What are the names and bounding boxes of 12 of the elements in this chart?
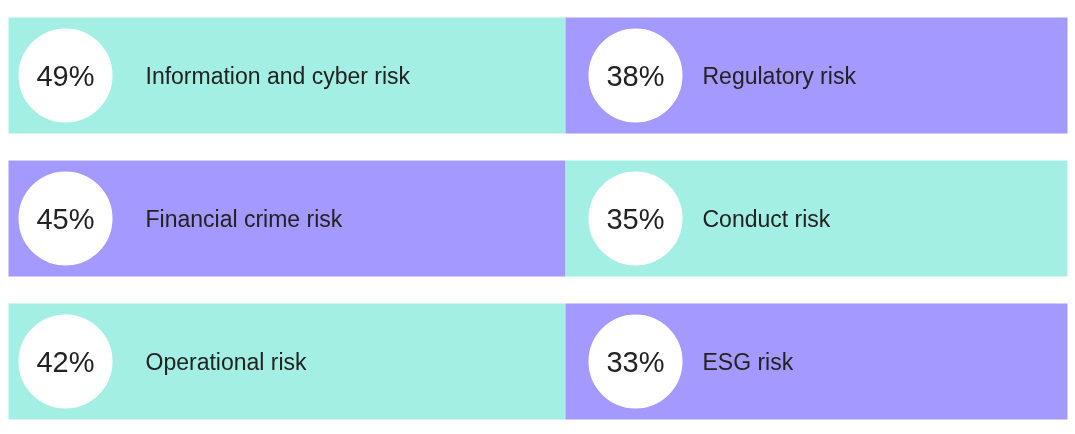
- category-label: Operational risk: [145, 348, 308, 375]
- category-label: Information and cyber risk: [145, 62, 411, 89]
- data-label: 49%: [36, 59, 95, 92]
- category-label: Regulatory risk: [702, 62, 857, 89]
- category-label: Financial crime risk: [145, 205, 343, 232]
- data-label: 33%: [606, 345, 665, 378]
- category-label: ESG risk: [702, 348, 794, 375]
- data-label: 38%: [606, 59, 665, 92]
- data-label: 42%: [36, 345, 95, 378]
- data-label: 45%: [36, 202, 95, 235]
- data-label: 35%: [606, 202, 665, 235]
- category-label: Conduct risk: [702, 205, 831, 232]
